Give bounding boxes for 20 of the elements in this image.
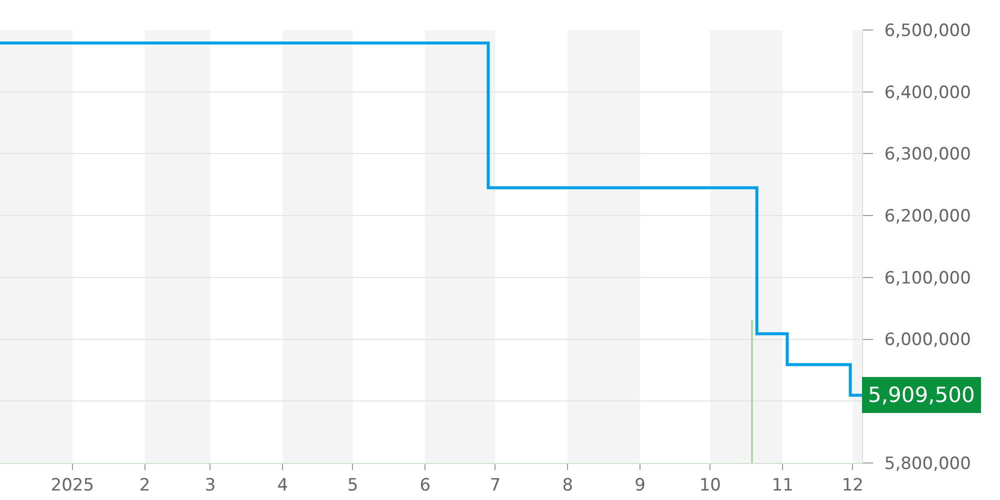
x-tick-label: 5 <box>347 475 358 496</box>
y-tick-label: 5,800,000 <box>884 454 971 474</box>
x-tick-label: 2 <box>139 475 150 496</box>
y-tick-label: 6,400,000 <box>884 82 971 103</box>
x-tick-label: 12 <box>842 475 864 496</box>
y-tick-label: 6,200,000 <box>884 206 971 227</box>
x-tick-label: 8 <box>562 475 574 496</box>
x-tick-label: 4 <box>277 475 288 496</box>
y-tick-label: 6,100,000 <box>884 268 971 288</box>
y-tick-label: 6,000,000 <box>884 330 971 350</box>
y-tick-label: 6,500,000 <box>884 20 971 41</box>
x-tick-label: 9 <box>634 475 646 496</box>
x-tick-label: 11 <box>772 475 794 496</box>
data-label: 5,909,500 <box>868 383 975 407</box>
x-tick-label: 3 <box>204 475 216 496</box>
x-tick-label: 2025 <box>50 475 94 496</box>
x-tick-label: 10 <box>699 475 721 496</box>
x-tick-label: 7 <box>490 475 501 496</box>
x-tick-label: 6 <box>420 475 431 496</box>
y-tick-label: 6,300,000 <box>884 144 971 165</box>
